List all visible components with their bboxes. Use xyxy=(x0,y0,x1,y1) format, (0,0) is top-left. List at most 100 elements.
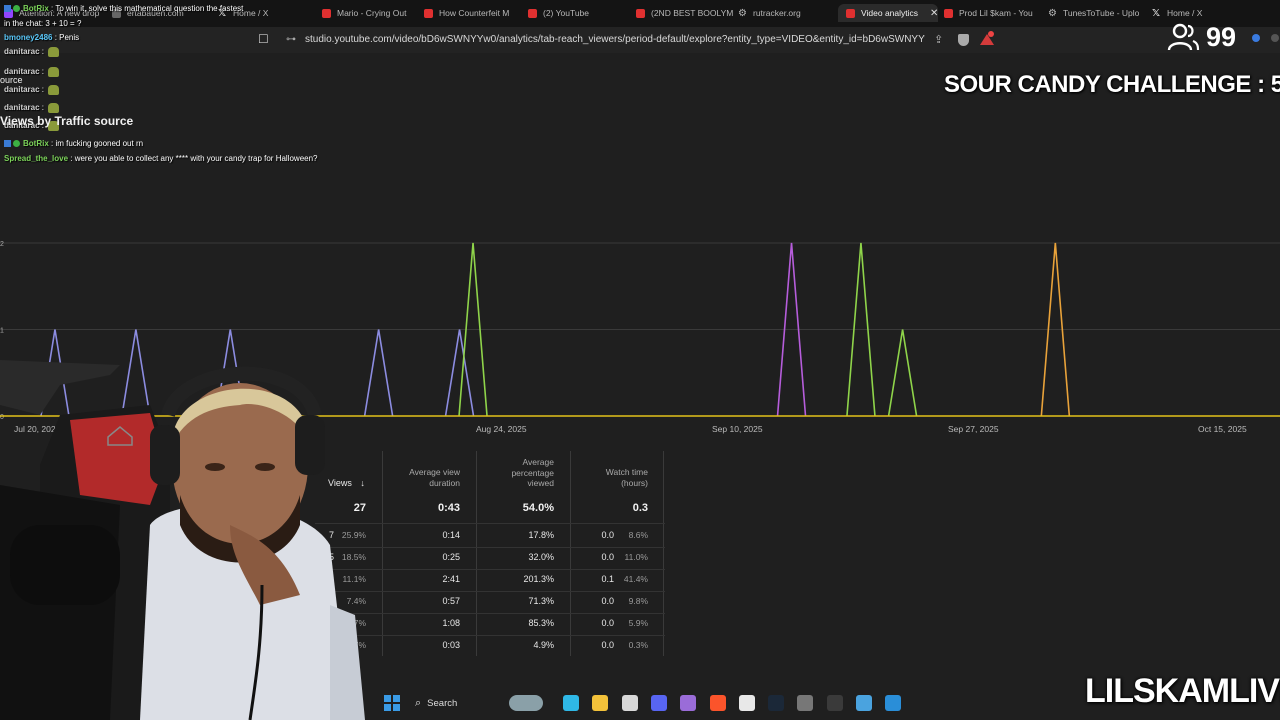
chat-username[interactable]: danitarac xyxy=(4,85,40,95)
chat-username[interactable]: danitarac xyxy=(4,67,40,77)
avg-percentage-viewed-header[interactable]: Average percentage viewed xyxy=(511,457,554,488)
series-0-point-4[interactable] xyxy=(444,329,475,417)
chat-emote-icon xyxy=(48,121,60,131)
chat-message: danitarac : xyxy=(4,121,60,131)
browser-tab[interactable]: Mario - Crying Out xyxy=(322,4,420,22)
cell-views: 5 xyxy=(328,552,334,562)
cell-apv: 85.3% xyxy=(528,618,554,628)
watch-time-header[interactable]: Watch time (hours) xyxy=(605,467,648,488)
row-divider xyxy=(315,523,665,524)
store-icon[interactable] xyxy=(621,695,638,711)
chat-message: danitarac : xyxy=(4,47,60,57)
url-field[interactable]: studio.youtube.com/video/bD6wSWNYYw0/ana… xyxy=(305,34,925,45)
cell-watch: 0.0 xyxy=(601,552,614,562)
row-divider xyxy=(315,635,665,636)
browser-tab[interactable]: ertabauen.com xyxy=(112,4,210,22)
photos-icon[interactable] xyxy=(885,695,902,711)
series-0-point-1[interactable] xyxy=(121,329,151,417)
gear-icon: ⚙ xyxy=(738,7,747,19)
chat-username[interactable]: danitarac xyxy=(4,47,40,57)
obs-icon[interactable] xyxy=(738,695,755,711)
cell-watch-pct: 41.4% xyxy=(623,574,648,584)
cell-apv: 71.3% xyxy=(528,596,554,606)
cell-watch: 0.0 xyxy=(601,530,614,540)
start-button[interactable] xyxy=(384,695,400,711)
bot-badge-icon xyxy=(13,140,20,148)
series-1-point-1[interactable] xyxy=(846,242,876,417)
search-icon: ⌕ xyxy=(415,696,422,709)
row-divider xyxy=(315,591,665,592)
cell-avd: 2:41 xyxy=(442,574,460,584)
row-divider xyxy=(315,547,665,548)
cell-avd: 0:14 xyxy=(442,530,460,540)
series-2-point-0[interactable] xyxy=(776,242,807,417)
chat-username[interactable]: Spread_the_love xyxy=(4,154,69,163)
browser-tab[interactable]: ⚙ TunesToTube - Uplo xyxy=(1048,4,1146,22)
chat-username[interactable]: bmoney2486 xyxy=(4,33,53,42)
cell-watch: 0.1 xyxy=(601,574,614,584)
browser-tab[interactable]: ⚙ rutracker.org xyxy=(738,4,836,22)
close-tab-icon[interactable]: ✕ xyxy=(930,7,938,19)
tab-label: (2ND BEST BOOLYM xyxy=(651,8,734,18)
taskbar-search[interactable]: ⌕ Search xyxy=(407,692,555,714)
series-0-point-3[interactable] xyxy=(363,329,394,417)
bookmark-icon[interactable]: ☐ xyxy=(258,32,269,46)
chat-username[interactable]: danitarac xyxy=(4,103,40,113)
chat-username[interactable]: BotRix xyxy=(23,139,49,148)
series-1-point-2[interactable] xyxy=(887,329,918,417)
chat-message: BotRix : im fucking gooned out rn xyxy=(4,139,143,148)
app-icon[interactable] xyxy=(797,695,814,711)
browser-tab[interactable]: 𝕏 Home / X xyxy=(218,4,316,22)
share-icon[interactable]: ⇪ xyxy=(934,34,944,46)
chat-username[interactable]: danitarac xyxy=(4,121,40,131)
4k-downloader-icon[interactable] xyxy=(826,695,843,711)
brave-shield-icon[interactable] xyxy=(958,34,969,46)
browser-tab[interactable]: 𝕏 Home / X xyxy=(1152,4,1250,22)
extension-icon[interactable] xyxy=(1271,34,1279,42)
chat-emote-icon xyxy=(48,47,60,57)
chat-message: Spread_the_love : were you able to colle… xyxy=(4,154,318,163)
tab-label: ertabauen.com xyxy=(127,8,184,18)
brave-rewards-icon[interactable] xyxy=(980,34,994,45)
column-divider xyxy=(570,451,571,656)
youtube-icon xyxy=(424,8,433,18)
browser-tab[interactable]: (2) YouTube xyxy=(528,4,626,22)
site-info-icon[interactable]: ⊶ xyxy=(286,34,296,45)
chat-message: BotRix : To win it, solve this mathemati… xyxy=(4,4,243,13)
chat-text: in the chat: 3 + 10 = ? xyxy=(4,19,82,28)
notepad-icon[interactable] xyxy=(856,695,872,711)
browser-tab[interactable]: Prod Lil $kam - You xyxy=(944,4,1042,22)
cell-watch-pct: 0.3% xyxy=(628,640,648,650)
copilot-icon[interactable] xyxy=(563,695,579,711)
cell-views-pct: 3.7% xyxy=(346,618,366,628)
avg-view-duration-header[interactable]: Average view duration xyxy=(409,467,460,488)
y-tick-label: 2 xyxy=(0,241,4,248)
app-icon[interactable] xyxy=(680,695,697,711)
series-1-point-0[interactable] xyxy=(458,242,488,417)
extension-icon[interactable] xyxy=(1252,34,1260,42)
file-explorer-icon[interactable] xyxy=(592,695,609,711)
browser-tab[interactable]: (2ND BEST BOOLYM xyxy=(636,4,734,22)
browser-tab[interactable]: How Counterfeit M xyxy=(424,4,522,22)
chat-message: danitarac : xyxy=(4,103,60,113)
series-3-point-0[interactable] xyxy=(1040,242,1071,417)
cell-watch-pct: 9.8% xyxy=(628,596,648,606)
tab-label: (2) YouTube xyxy=(543,8,589,18)
brave-icon[interactable] xyxy=(709,695,726,711)
channel-name-overlay: LILSKAMLIVE xyxy=(1085,672,1280,710)
cell-views-pct: 11.1% xyxy=(342,574,366,584)
discord-icon[interactable] xyxy=(650,695,667,711)
browser-tab[interactable]: Video analytics ✕ xyxy=(838,4,938,22)
tab-label: Attention: A new drop has appeared xyxy=(19,8,102,18)
moderator-badge-icon xyxy=(4,140,11,148)
views-header[interactable]: Views ↓ xyxy=(328,478,365,489)
chat-username[interactable]: BotRix xyxy=(23,4,49,13)
tab-label: Video analytics xyxy=(861,8,919,18)
browser-tab[interactable]: Attention: A new drop has appeared xyxy=(4,4,102,22)
chat-message: danitarac : xyxy=(4,85,60,95)
youtube-icon xyxy=(322,8,331,18)
x-icon: 𝕏 xyxy=(1152,7,1161,19)
cell-watch-pct: 8.6% xyxy=(628,530,648,540)
browser-tab-strip: Attention: A new drop has appeared ertaba… xyxy=(0,0,1280,27)
steam-icon[interactable] xyxy=(768,695,785,711)
